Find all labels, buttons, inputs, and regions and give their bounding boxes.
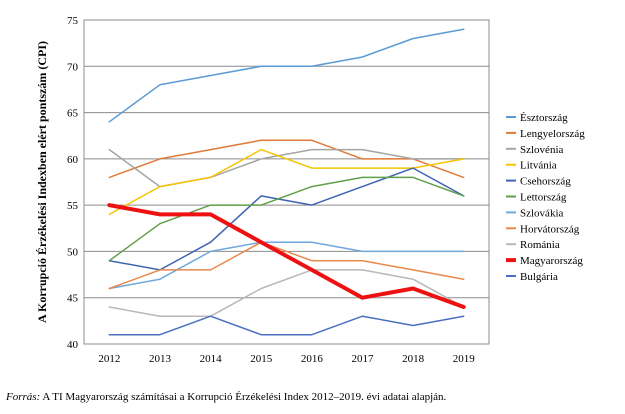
series-line-románia (108, 269, 465, 317)
y-tick-label: 45 (67, 293, 79, 305)
series-line-bulgária (108, 315, 465, 336)
source-text: A TI Magyarország számításai a Korrupció… (40, 391, 447, 403)
x-tick-label: 2016 (301, 353, 324, 365)
y-tick-label: 70 (67, 61, 79, 73)
x-tick-label: 2013 (149, 353, 172, 365)
legend-label: Lettország (520, 192, 567, 204)
legend-label: Litvánia (520, 160, 557, 172)
series-line-szlovákia (108, 241, 465, 290)
legend-label: Lengyelország (520, 128, 585, 140)
x-axis-tick-labels: 2012 2013 2014 2015 2016 2017 2018 2019 (98, 353, 475, 365)
series-line-lettország (108, 176, 465, 262)
y-axis-label: A Korrupció Érzékelési Indexben elért po… (35, 41, 49, 323)
x-tick-label: 2017 (351, 353, 374, 365)
legend-label: Románia (520, 239, 560, 251)
legend-label: Szlovákia (520, 207, 563, 219)
y-tick-label: 65 (67, 108, 79, 120)
x-tick-label: 2019 (453, 353, 476, 365)
x-tick-label: 2015 (250, 353, 273, 365)
x-tick-label: 2012 (98, 353, 120, 365)
legend-label: Szlovénia (520, 144, 563, 156)
y-tick-label: 50 (67, 246, 79, 258)
y-tick-label: 40 (67, 339, 79, 351)
series-line-csehország (108, 167, 465, 271)
source-caption: Forrás: A TI Magyarország számításai a K… (6, 391, 446, 403)
y-axis-tick-labels: 40 45 50 55 60 65 70 75 (67, 15, 79, 351)
legend-label: Csehország (520, 176, 571, 188)
y-tick-label: 55 (67, 200, 79, 212)
series-line-litvánia (108, 148, 465, 216)
series-lines (107, 28, 466, 336)
series-line-magyarország (107, 203, 466, 309)
x-tick-label: 2018 (402, 353, 425, 365)
legend-label: Bulgária (520, 271, 558, 283)
series-line-lengyelország (108, 139, 465, 179)
series-line-horvátország (108, 241, 465, 290)
source-label: Forrás: (6, 391, 41, 403)
legend-label: Horvátország (520, 223, 580, 235)
y-tick-label: 75 (67, 15, 79, 27)
legend-label: Magyarország (520, 255, 583, 267)
legend: Észtország Lengyelország Szlovénia Litvánia… (506, 112, 585, 283)
y-tick-label: 60 (67, 154, 79, 166)
legend-label: Észtország (520, 112, 568, 124)
x-tick-label: 2014 (200, 353, 223, 365)
series-line-észtország (108, 28, 465, 123)
plot-area-border (83, 19, 490, 345)
